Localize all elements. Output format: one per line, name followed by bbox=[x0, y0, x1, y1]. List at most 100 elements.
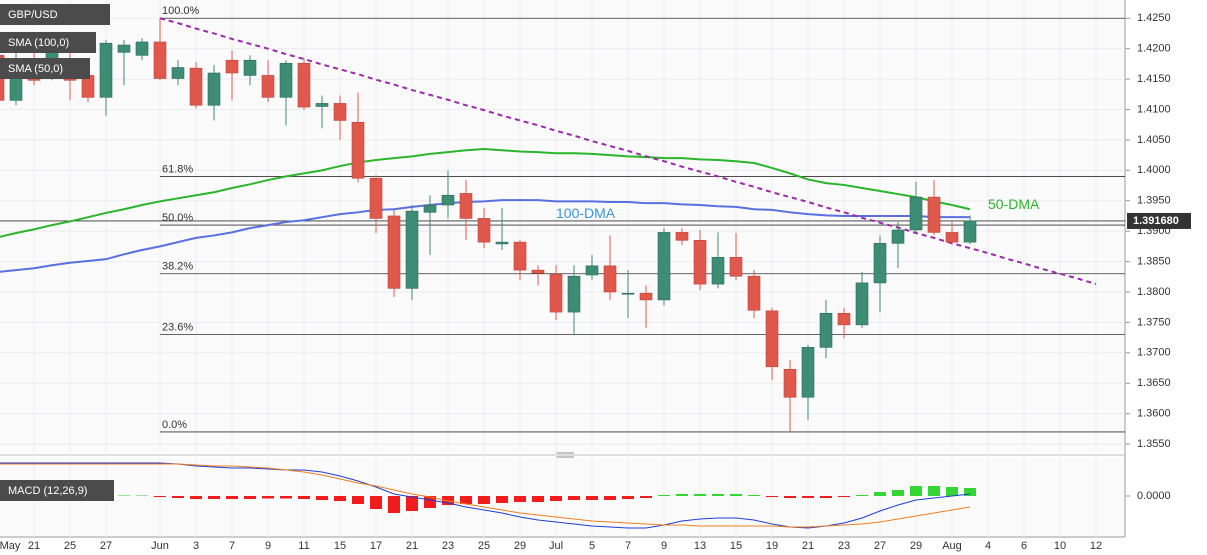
candle-body bbox=[837, 312, 851, 326]
x-tick-label: 13 bbox=[694, 540, 706, 552]
macd-histogram-bar bbox=[568, 496, 580, 500]
candle-body bbox=[657, 232, 671, 301]
x-tick-label: 25 bbox=[64, 540, 76, 552]
x-tick-label: 11 bbox=[298, 540, 309, 552]
x-tick-label: 29 bbox=[514, 540, 526, 552]
y-tick-label: 0.0000 bbox=[1137, 490, 1171, 502]
y-tick-label: 1.3650 bbox=[1137, 377, 1171, 389]
macd-histogram-bar bbox=[802, 496, 814, 498]
x-tick-label: 27 bbox=[874, 540, 886, 552]
macd-histogram-bar bbox=[154, 496, 166, 497]
macd-histogram-bar bbox=[388, 496, 400, 513]
macd-histogram-bar bbox=[766, 496, 778, 497]
price-panel bbox=[0, 0, 1125, 452]
chart-title: GBP/USD bbox=[8, 9, 58, 21]
y-tick-label: 1.3550 bbox=[1137, 438, 1171, 450]
x-tick-label: 7 bbox=[229, 540, 235, 552]
macd-histogram-bar bbox=[406, 496, 418, 511]
macd-histogram-bar bbox=[712, 494, 724, 496]
candle-body bbox=[855, 282, 869, 326]
y-tick-label: 1.3700 bbox=[1137, 347, 1171, 359]
macd-line bbox=[0, 462, 971, 529]
candle-body bbox=[351, 121, 365, 179]
moving-average bbox=[0, 148, 971, 238]
macd-histogram-bar bbox=[298, 496, 310, 499]
candle-body bbox=[513, 241, 527, 271]
candle-body bbox=[945, 232, 959, 243]
y-tick-label: 1.4100 bbox=[1137, 103, 1171, 115]
x-tick-label: 12 bbox=[1090, 540, 1102, 552]
candle-body bbox=[693, 239, 707, 285]
macd-panel bbox=[0, 458, 1125, 536]
x-tick-label: 9 bbox=[661, 540, 667, 552]
legend-box bbox=[0, 4, 110, 25]
x-tick-label: 19 bbox=[766, 540, 778, 552]
macd-histogram-bar bbox=[874, 492, 886, 496]
y-tick-label: 1.4250 bbox=[1137, 12, 1171, 24]
y-tick-label: 1.4050 bbox=[1137, 134, 1171, 146]
macd-histogram-bar bbox=[262, 496, 274, 499]
macd-histogram-bar bbox=[478, 496, 490, 504]
macd-histogram-bar bbox=[280, 496, 292, 499]
candle-body bbox=[459, 193, 473, 219]
x-tick-label: 9 bbox=[265, 540, 271, 552]
candle-body bbox=[495, 241, 509, 245]
macd-histogram-bar bbox=[460, 496, 472, 504]
macd-histogram-bar bbox=[964, 488, 976, 496]
macd-histogram-bar bbox=[856, 495, 868, 496]
candle-body bbox=[171, 67, 185, 79]
fib-label: 61.8% bbox=[162, 163, 193, 175]
macd-histogram-bar bbox=[118, 495, 130, 496]
x-tick-label: 4 bbox=[985, 540, 991, 552]
x-tick-label: 7 bbox=[625, 540, 631, 552]
candle-body bbox=[387, 215, 401, 289]
x-tick-label: Aug bbox=[942, 540, 962, 552]
candle-body bbox=[585, 265, 599, 276]
candle-body bbox=[549, 274, 563, 313]
candle-body bbox=[801, 347, 815, 398]
candle-body bbox=[531, 269, 545, 274]
x-tick-label: 29 bbox=[910, 540, 922, 552]
macd-histogram-bar bbox=[784, 496, 796, 498]
x-tick-label: 21 bbox=[802, 540, 814, 552]
candle-body bbox=[117, 44, 131, 53]
macd-histogram-bar bbox=[586, 496, 598, 500]
candle-body bbox=[909, 196, 923, 231]
candle-body bbox=[279, 62, 293, 98]
series-label: 100-DMA bbox=[556, 205, 616, 221]
candle-body bbox=[963, 220, 977, 243]
macd-histogram-bar bbox=[190, 496, 202, 499]
candle-body bbox=[315, 103, 329, 107]
candle-body bbox=[711, 257, 725, 285]
macd-histogram-bar bbox=[352, 496, 364, 504]
candle-body bbox=[207, 72, 221, 106]
candle-body bbox=[189, 67, 203, 106]
x-tick-label: 21 bbox=[28, 540, 40, 552]
x-tick-label: 6 bbox=[1021, 540, 1027, 552]
candle-body bbox=[765, 310, 779, 368]
legend-box bbox=[0, 480, 114, 501]
candle-body bbox=[603, 265, 617, 293]
macd-histogram-bar bbox=[208, 496, 220, 499]
candle-body bbox=[729, 257, 743, 277]
y-tick-label: 1.4150 bbox=[1137, 73, 1171, 85]
candle-body bbox=[567, 275, 581, 313]
x-tick-label: 3 bbox=[193, 540, 199, 552]
macd-histogram-bar bbox=[172, 496, 184, 498]
candle-body bbox=[423, 204, 437, 213]
macd-histogram-bar bbox=[838, 496, 850, 497]
macd-histogram-bar bbox=[532, 496, 544, 502]
fib-label: 0.0% bbox=[162, 419, 187, 431]
macd-histogram-bar bbox=[946, 487, 958, 496]
macd-histogram-bar bbox=[370, 496, 382, 509]
x-tick-label: 5 bbox=[589, 540, 595, 552]
x-tick-label: Jul bbox=[549, 540, 563, 552]
macd-histogram-bar bbox=[622, 496, 634, 499]
macd-title: MACD (12,26,9) bbox=[8, 485, 87, 497]
macd-histogram-bar bbox=[640, 496, 652, 498]
x-tick-label: 10 bbox=[1054, 540, 1066, 552]
macd-histogram-bar bbox=[748, 495, 760, 496]
candle-body bbox=[891, 229, 905, 244]
y-tick-label: 1.3800 bbox=[1137, 286, 1171, 298]
macd-histogram-bar bbox=[658, 495, 670, 496]
